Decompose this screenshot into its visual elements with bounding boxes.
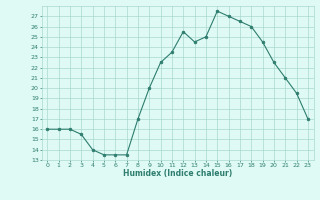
X-axis label: Humidex (Indice chaleur): Humidex (Indice chaleur)	[123, 169, 232, 178]
